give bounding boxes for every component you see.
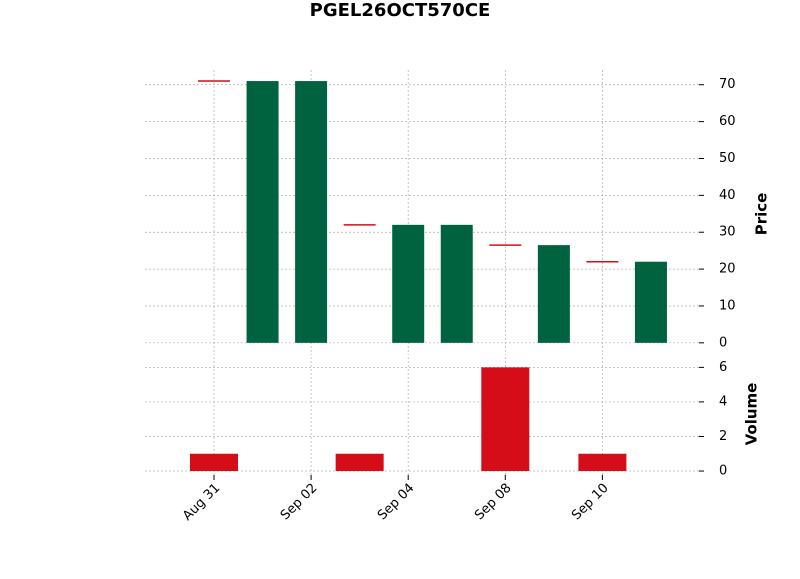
- candle-body: [246, 81, 279, 343]
- x-tick-label: Sep 10: [569, 481, 612, 524]
- volume-bar: [481, 367, 530, 472]
- candle-body: [392, 224, 425, 343]
- x-tick-label: Sep 02: [278, 481, 321, 524]
- y2-tick-label: 6: [719, 360, 727, 375]
- candle-body: [440, 224, 473, 343]
- y-tick-label: 50: [719, 151, 736, 166]
- x-tick-label: Sep 08: [472, 481, 515, 524]
- y2-tick-label: 0: [719, 464, 727, 479]
- volume-bar: [578, 453, 627, 472]
- y2-tick-label: 2: [719, 429, 727, 444]
- chart-title: PGEL26OCT570CE: [310, 0, 491, 21]
- candle-body: [634, 261, 667, 343]
- y-tick-label: 40: [719, 188, 736, 203]
- y-tick-label: 70: [719, 77, 736, 92]
- y-tick-label: 30: [719, 225, 736, 240]
- y-tick-label: 60: [719, 114, 736, 129]
- y-tick-label: 0: [719, 335, 727, 350]
- y-axis-label: Price: [753, 193, 771, 236]
- y2-tick-label: 4: [719, 394, 727, 409]
- y2-axis-label: Volume: [743, 383, 761, 446]
- volume-bar: [190, 453, 238, 472]
- candle-body: [537, 245, 570, 343]
- y-tick-label: 10: [719, 298, 736, 313]
- x-tick-label: Aug 31: [180, 481, 223, 524]
- x-tick-label: Sep 04: [375, 481, 418, 524]
- volume-bar: [335, 453, 384, 472]
- candle-body: [295, 81, 328, 343]
- y-tick-label: 20: [719, 262, 736, 277]
